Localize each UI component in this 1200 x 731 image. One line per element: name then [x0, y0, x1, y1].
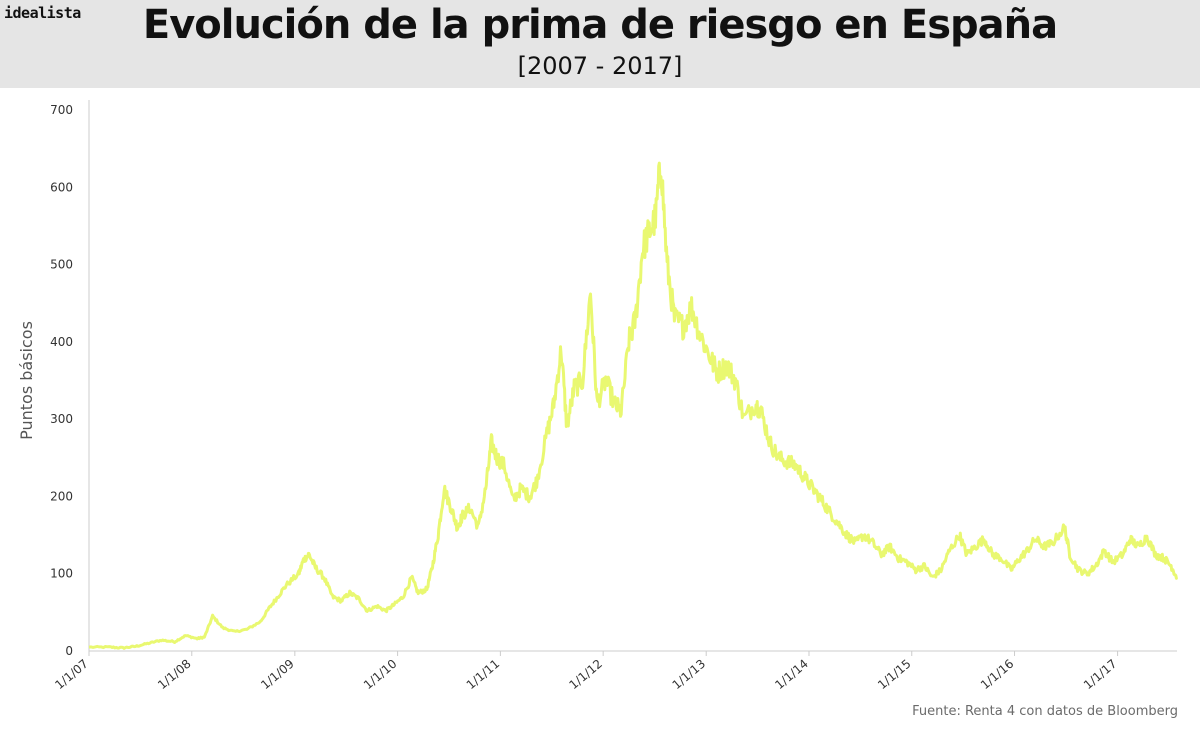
y-tick-label: 500	[50, 258, 73, 272]
y-tick-label: 300	[50, 412, 73, 426]
y-tick-label: 400	[50, 335, 73, 349]
brand-logo: idealista	[4, 4, 81, 22]
x-tick-label: 1/1/11	[464, 657, 503, 693]
y-tick-label: 700	[50, 103, 73, 117]
y-tick-label: 100	[50, 567, 73, 581]
x-tick-label: 1/1/08	[155, 657, 194, 693]
chart-header: idealista Evolución de la prima de riesg…	[0, 0, 1200, 88]
x-tick-label: 1/1/07	[52, 657, 91, 693]
source-note: Fuente: Renta 4 con datos de Bloomberg	[912, 704, 1178, 719]
x-tick-label: 1/1/16	[978, 657, 1017, 693]
x-tick-label: 1/1/13	[670, 657, 709, 693]
y-tick-label: 0	[65, 644, 73, 658]
x-tick-label: 1/1/10	[361, 657, 400, 693]
x-tick-label: 1/1/15	[875, 657, 914, 693]
chart-title: Evolución de la prima de riesgo en Españ…	[142, 2, 1058, 48]
x-axis: 1/1/07 1/1/08 1/1/09 1/1/10 1/1/11 1/1/12 1/1/…	[52, 650, 1177, 693]
series-line	[88, 161, 1179, 650]
y-axis-label: Puntos básicos	[17, 321, 36, 440]
x-tick-label: 1/1/12	[566, 657, 605, 693]
y-axis: 0 100 200 300 400 500 600 700	[50, 100, 90, 658]
chart-subtitle: [2007 - 2017]	[517, 52, 683, 80]
x-tick-label: 1/1/09	[258, 657, 297, 693]
series-group	[88, 161, 1179, 650]
x-tick-label: 1/1/14	[772, 657, 811, 693]
y-tick-label: 600	[50, 180, 73, 194]
y-tick-label: 200	[50, 489, 73, 503]
x-tick-label: 1/1/17	[1081, 657, 1120, 693]
